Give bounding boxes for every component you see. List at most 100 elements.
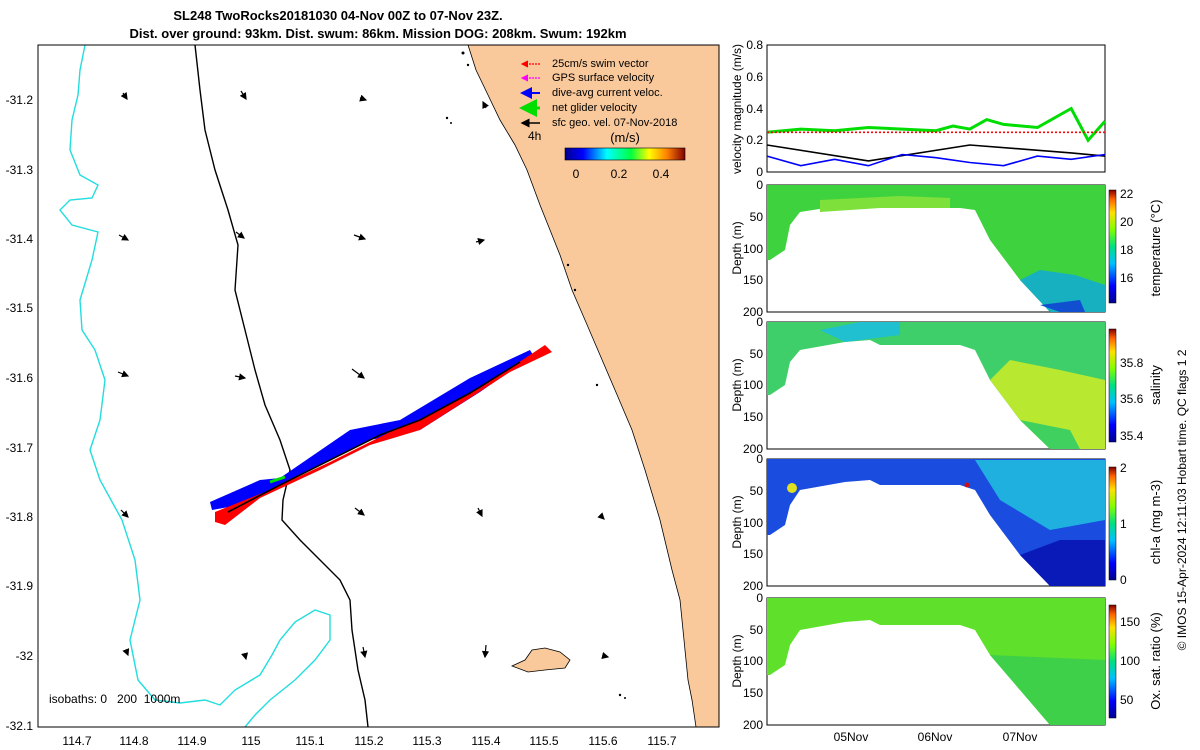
velocity-ytick: 0.8 — [746, 38, 763, 52]
cbar-tick: 35.4 — [1120, 429, 1144, 443]
depth-tick: 150 — [743, 547, 763, 561]
lat-tick: -31.4 — [6, 232, 34, 246]
map-island — [510, 647, 571, 673]
chla-ylabel: Depth (m) — [730, 495, 744, 548]
lon-tick: 115.6 — [588, 734, 617, 748]
colorbar-unit-label: (m/s) — [610, 130, 640, 145]
depth-tick: 0 — [756, 178, 763, 192]
lon-tick: 114.8 — [119, 734, 148, 748]
oxygen-field — [767, 598, 1105, 725]
lon-tick: 115.3 — [412, 734, 441, 748]
time-tick: 07Nov — [1003, 730, 1038, 744]
depth-tick: 50 — [750, 347, 764, 361]
salinity-ylabel: Depth (m) — [730, 358, 744, 411]
temperature-cbar-label: temperature (°C) — [1148, 200, 1163, 297]
cbar-tick: 18 — [1120, 243, 1134, 257]
imos-credit: © IMOS 15-Apr-2024 12:11:03 Hobart time.… — [1175, 349, 1189, 650]
glider-track — [210, 345, 552, 525]
temperature-warm-region — [820, 196, 950, 212]
depth-tick: 0 — [756, 315, 763, 329]
glider-track-line — [227, 361, 521, 513]
cbar-tick: 20 — [1120, 215, 1134, 229]
legend-swim-vector: 25cm/s swim vector — [552, 58, 649, 70]
geo-velocity-vectors — [117, 90, 610, 661]
lat-tick: -32.1 — [6, 719, 34, 733]
oxygen-ylabel: Depth (m) — [730, 634, 744, 687]
lat-tick: -31.5 — [6, 301, 34, 315]
cbar-tick: 35.8 — [1120, 356, 1144, 370]
isobath-1000m — [59, 44, 331, 728]
velocity-ytick: 0 — [756, 165, 763, 179]
lat-tick: -31.3 — [6, 163, 34, 177]
depth-tick: 200 — [743, 579, 763, 593]
lon-tick: 114.9 — [177, 734, 206, 748]
map-lon-ticks: 114.7 114.8 114.9 115 115.1 115.2 115.3 … — [62, 734, 676, 748]
depth-tick: 200 — [743, 305, 763, 319]
map-islets — [445, 51, 626, 699]
map-panel: -31.2 -31.3 -31.4 -31.5 -31.6 -31.7 -31.… — [6, 44, 720, 748]
velocity-ytick: 0.4 — [746, 102, 763, 116]
lon-tick: 115 — [241, 734, 260, 748]
oxygen-colorbar — [1108, 604, 1117, 719]
lat-tick: -31.6 — [6, 371, 34, 385]
cbar-tick: 0 — [1120, 573, 1127, 587]
temperature-yticks: 0 50 100 150 200 — [743, 178, 763, 319]
cbar-tick: 35.6 — [1120, 392, 1144, 406]
lon-tick: 115.5 — [529, 734, 558, 748]
net-velocity-marker — [269, 475, 286, 484]
salinity-panel: 0 50 100 150 200 Depth (m) 35.8 35.6 35.… — [730, 315, 1163, 456]
depth-tick: 50 — [750, 210, 764, 224]
velocity-ytick: 0.6 — [746, 70, 763, 84]
time-xticks: 05Nov 06Nov 07Nov — [834, 730, 1038, 744]
depth-tick: 100 — [743, 516, 763, 530]
velocity-series — [766, 106, 1107, 167]
cbar-tick: 2 — [1120, 461, 1127, 475]
map-coastline — [467, 44, 697, 728]
lat-tick: -31.9 — [6, 579, 34, 593]
cbar-tick: 150 — [1120, 615, 1140, 629]
velocity-chart: 0 0.2 0.4 0.6 0.8 velocity magnitude (m/… — [730, 38, 1107, 179]
lat-tick: -31.8 — [6, 510, 34, 524]
temperature-panel: 0 50 100 150 200 Depth (m) 22 20 18 16 t… — [730, 178, 1163, 319]
legend-dive-avg-current: dive-avg current veloc. — [552, 87, 663, 99]
depth-tick: 200 — [743, 442, 763, 456]
chla-colorbar — [1108, 466, 1117, 581]
depth-tick: 150 — [743, 273, 763, 287]
oxygen-cbar-ticks: 150 100 50 — [1120, 615, 1140, 707]
lon-tick: 115.7 — [647, 734, 676, 748]
colorbar-tick: 0 — [573, 167, 580, 181]
temperature-cold-region — [1020, 270, 1105, 312]
salinity-cbar-ticks: 35.8 35.6 35.4 — [1120, 356, 1144, 443]
cbar-tick: 16 — [1120, 271, 1134, 285]
depth-tick: 150 — [743, 686, 763, 700]
temperature-cbar-ticks: 22 20 18 16 — [1120, 187, 1134, 285]
velocity-series-line-0 — [766, 106, 1107, 143]
map-land — [468, 45, 719, 727]
depth-tick: 200 — [743, 718, 763, 732]
cbar-tick: 100 — [1120, 654, 1140, 668]
depth-tick: 100 — [743, 242, 763, 256]
chla-cbar-ticks: 2 1 0 — [1120, 461, 1127, 587]
depth-tick: 50 — [750, 623, 764, 637]
lat-tick: -32 — [16, 649, 34, 663]
velocity-yticks: 0 0.2 0.4 0.6 0.8 — [746, 38, 763, 179]
temperature-colorbar — [1108, 189, 1117, 304]
isobaths-label: isobaths: 0 200 1000m — [49, 692, 180, 706]
cbar-tick: 50 — [1120, 693, 1134, 707]
salinity-colorbar — [1108, 328, 1117, 443]
lon-tick: 115.2 — [354, 734, 383, 748]
depth-tick: 100 — [743, 654, 763, 668]
isobath-200m — [194, 44, 369, 728]
velocity-series-line-2 — [766, 144, 1106, 162]
salinity-cbar-label: salinity — [1148, 365, 1163, 405]
oxygen-cbar-label: Ox. sat. ratio (%) — [1148, 612, 1163, 710]
map-axes-box — [37, 44, 720, 728]
oxygen-panel: 0 50 100 150 200 Depth (m) 150 100 50 Ox… — [730, 591, 1163, 744]
chla-cbar-label: chl-a (mg m-3) — [1148, 480, 1163, 565]
legend-net-glider-velocity: net glider velocity — [552, 102, 637, 114]
velocity-ylabel: velocity magnitude (m/s) — [730, 44, 744, 174]
chart-title-line1: SL248 TwoRocks20181030 04-Nov 00Z to 07-… — [173, 8, 502, 23]
lon-tick: 114.7 — [62, 734, 91, 748]
temperature-ylabel: Depth (m) — [730, 221, 744, 274]
colorbar-tick: 0.4 — [653, 167, 670, 181]
